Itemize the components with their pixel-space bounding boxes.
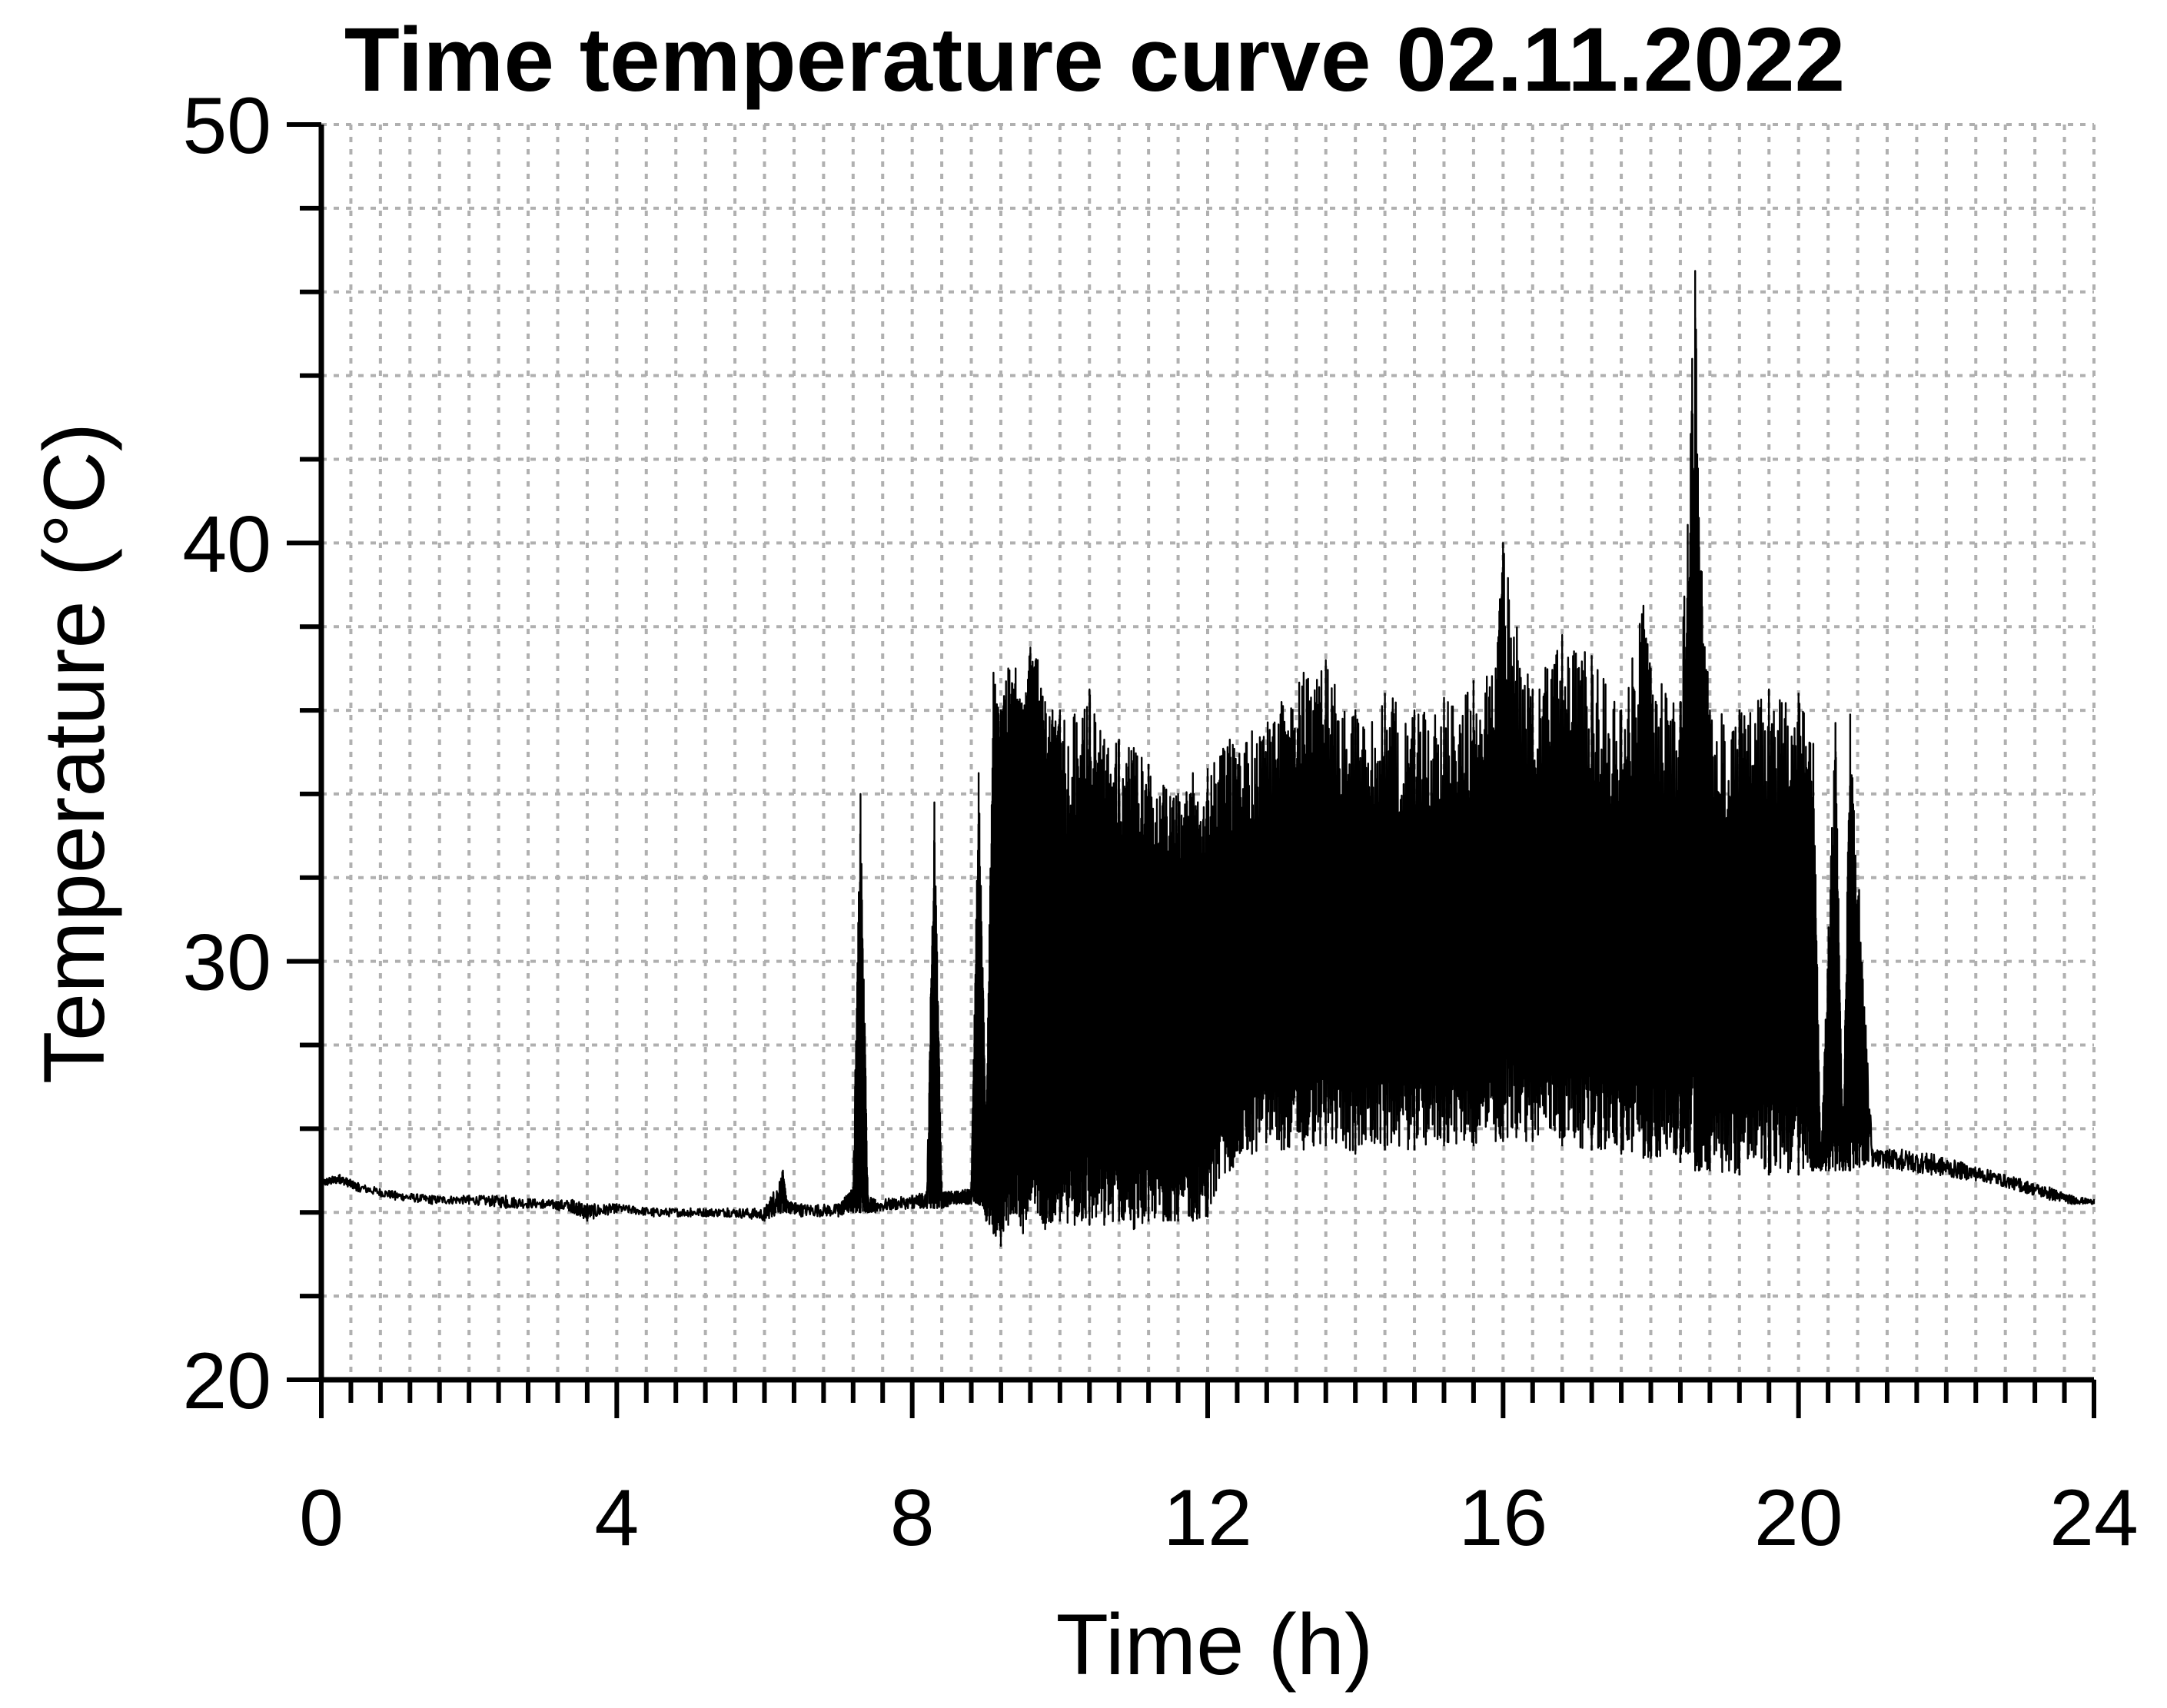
temperature-series-line bbox=[320, 270, 2096, 1247]
x-tick-label: 20 bbox=[1754, 1474, 1843, 1563]
x-tick-label: 8 bbox=[890, 1474, 935, 1563]
x-tick-label: 16 bbox=[1458, 1474, 1547, 1563]
x-tick-label: 12 bbox=[1163, 1474, 1252, 1563]
series-layer bbox=[320, 270, 2096, 1247]
x-tick-label: 4 bbox=[594, 1474, 639, 1563]
y-axis-label: Temperature (°C) bbox=[26, 423, 122, 1084]
y-tick-label: 40 bbox=[182, 500, 271, 589]
y-tick-label: 20 bbox=[182, 1337, 271, 1426]
tick-labels: 0 4 8 12 16 20 24 20 30 40 50 bbox=[182, 81, 2139, 1563]
x-tick-label: 0 bbox=[299, 1474, 344, 1563]
ticks bbox=[287, 122, 2096, 1418]
y-tick-label: 50 bbox=[182, 81, 271, 171]
y-tick-label: 30 bbox=[182, 919, 271, 1008]
x-tick-label: 24 bbox=[2049, 1474, 2139, 1563]
chart-title: Time temperature curve 02.11.2022 bbox=[344, 9, 1846, 111]
x-axis-label: Time (h) bbox=[1056, 1597, 1374, 1693]
